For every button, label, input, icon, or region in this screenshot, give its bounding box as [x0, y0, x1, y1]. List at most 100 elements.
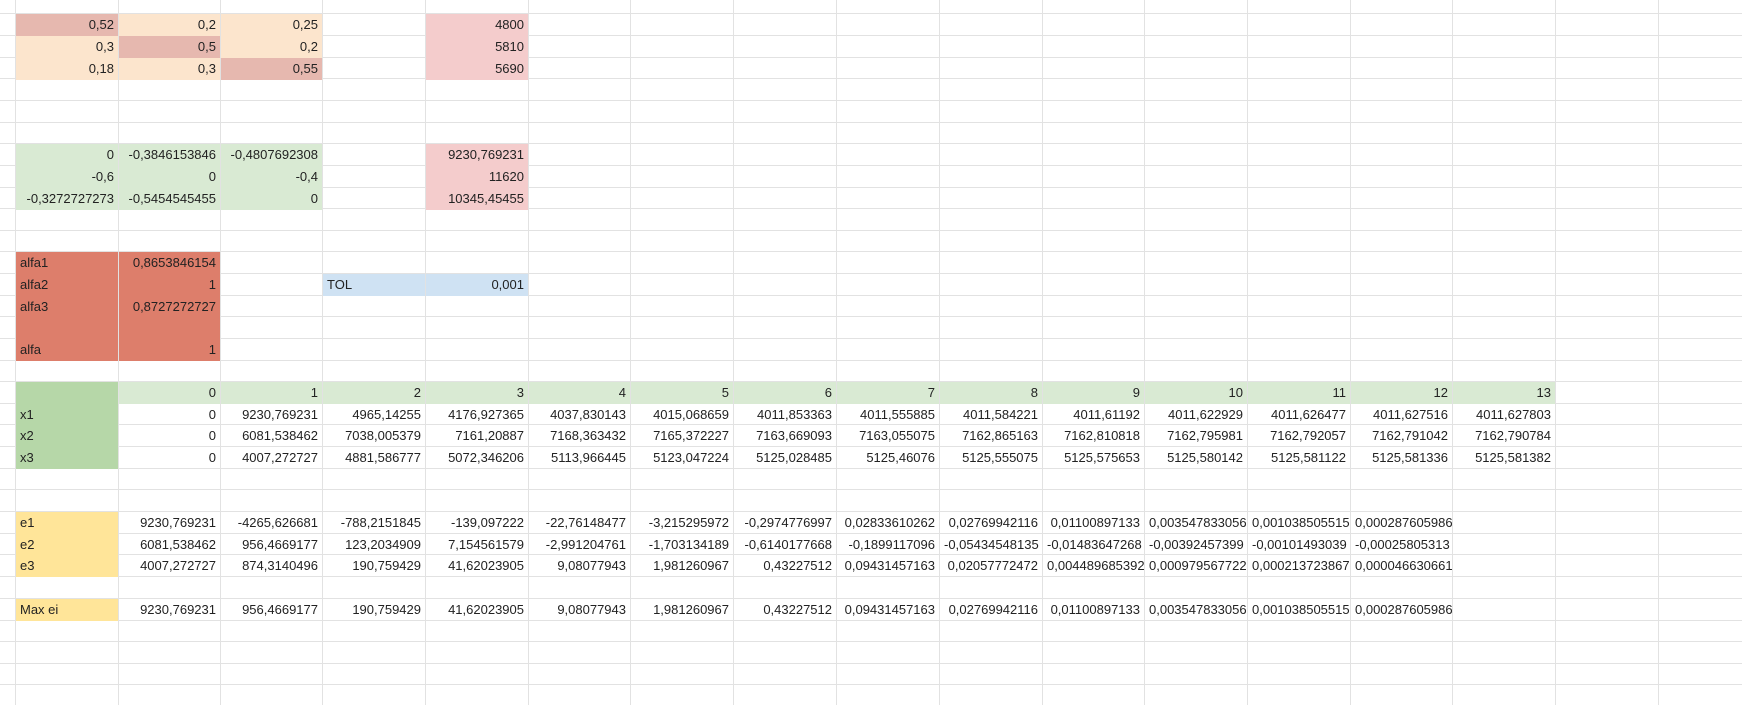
sheet-cell[interactable]: [16, 317, 118, 339]
sheet-cell[interactable]: 0,8653846154: [119, 252, 220, 274]
sheet-cell[interactable]: 9230,769231: [140, 602, 216, 617]
sheet-cell[interactable]: alfa: [16, 339, 118, 361]
sheet-cell[interactable]: 4800: [426, 14, 528, 36]
sheet-cell[interactable]: 10: [1145, 382, 1247, 404]
sheet-cell[interactable]: 4011,626477: [1271, 407, 1346, 422]
sheet-cell[interactable]: 0: [119, 166, 220, 188]
sheet-cell[interactable]: 874,3140496: [242, 558, 318, 573]
sheet-cell[interactable]: -0,4807692308: [221, 144, 322, 166]
sheet-cell[interactable]: 7163,669093: [756, 428, 832, 443]
sheet-cell[interactable]: 4011,61192: [1073, 407, 1140, 422]
sheet-cell[interactable]: [119, 317, 220, 339]
sheet-cell[interactable]: 0,003547833056: [1149, 515, 1247, 530]
sheet-cell[interactable]: 13: [1453, 382, 1555, 404]
sheet-cell[interactable]: 9230,769231: [242, 407, 318, 422]
sheet-cell[interactable]: 5072,346206: [448, 450, 524, 465]
sheet-cell[interactable]: 0,43227512: [763, 558, 832, 573]
sheet-cell[interactable]: 1: [119, 339, 220, 361]
sheet-cell[interactable]: -0,00101493039: [1252, 537, 1347, 552]
sheet-cell[interactable]: 10345,45455: [426, 188, 528, 210]
sheet-cell[interactable]: 0,01100897133: [1050, 515, 1140, 530]
sheet-cell[interactable]: -0,4: [221, 166, 322, 188]
sheet-cell[interactable]: 1: [221, 382, 322, 404]
sheet-cell[interactable]: -0,01483647268: [1047, 537, 1142, 552]
sheet-cell[interactable]: TOL: [323, 274, 425, 296]
sheet-cell[interactable]: 6081,538462: [242, 428, 318, 443]
sheet-cell[interactable]: 190,759429: [352, 558, 421, 573]
sheet-cell[interactable]: 7162,795981: [1167, 428, 1243, 443]
sheet-cell[interactable]: 0,25: [221, 14, 322, 36]
sheet-cell[interactable]: 7162,790784: [1475, 428, 1551, 443]
sheet-cell[interactable]: 0,000979567722: [1149, 558, 1247, 573]
sheet-cell[interactable]: -0,2974776997: [744, 515, 832, 530]
sheet-cell[interactable]: 4965,14255: [352, 407, 421, 422]
sheet-cell[interactable]: 0,5: [119, 36, 220, 58]
sheet-cell[interactable]: 9: [1043, 382, 1144, 404]
sheet-cell[interactable]: e3: [16, 555, 118, 577]
sheet-cell[interactable]: x1: [16, 404, 118, 426]
sheet-cell[interactable]: [16, 382, 118, 404]
sheet-cell[interactable]: 0: [221, 188, 322, 210]
sheet-cell[interactable]: 7168,363432: [550, 428, 626, 443]
sheet-cell[interactable]: 7165,372227: [653, 428, 729, 443]
sheet-cell[interactable]: -0,05434548135: [944, 537, 1039, 552]
sheet-cell[interactable]: 4011,622929: [1168, 407, 1243, 422]
sheet-cell[interactable]: 9230,769231: [140, 515, 216, 530]
sheet-cell[interactable]: 5125,028485: [756, 450, 832, 465]
sheet-cell[interactable]: 5125,575653: [1064, 450, 1140, 465]
sheet-cell[interactable]: alfa3: [16, 296, 118, 318]
sheet-cell[interactable]: 6081,538462: [140, 537, 216, 552]
sheet-cell[interactable]: 123,2034909: [345, 537, 421, 552]
sheet-cell[interactable]: 5125,580142: [1167, 450, 1243, 465]
sheet-cell[interactable]: 0,02057772472: [947, 558, 1038, 573]
sheet-cell[interactable]: -1,703134189: [648, 537, 729, 552]
sheet-cell[interactable]: 5690: [426, 58, 528, 80]
sheet-cell[interactable]: 0,3: [119, 58, 220, 80]
sheet-cell[interactable]: -4265,626681: [237, 515, 318, 530]
sheet-cell[interactable]: x2: [16, 425, 118, 447]
sheet-cell[interactable]: 4011,853363: [757, 407, 832, 422]
sheet-cell[interactable]: 9,08077943: [557, 558, 626, 573]
sheet-cell[interactable]: 190,759429: [352, 602, 421, 617]
sheet-cell[interactable]: -3,215295972: [648, 515, 729, 530]
sheet-cell[interactable]: 0,2: [221, 36, 322, 58]
sheet-cell[interactable]: 0,09431457163: [844, 602, 935, 617]
sheet-cell[interactable]: 5125,46076: [866, 450, 935, 465]
sheet-cell[interactable]: 4011,627516: [1373, 407, 1448, 422]
sheet-cell[interactable]: 0: [208, 428, 216, 443]
sheet-cell[interactable]: 5125,581336: [1372, 450, 1448, 465]
sheet-cell[interactable]: 956,4669177: [242, 537, 318, 552]
sheet-cell[interactable]: 3: [426, 382, 528, 404]
sheet-cell[interactable]: 1,981260967: [653, 558, 729, 573]
sheet-cell[interactable]: 0,02769942116: [948, 602, 1038, 617]
sheet-cell[interactable]: -0,6: [16, 166, 118, 188]
sheet-cell[interactable]: alfa1: [16, 252, 118, 274]
sheet-cell[interactable]: 4011,555885: [860, 407, 935, 422]
sheet-cell[interactable]: 0,000287605986: [1355, 602, 1452, 617]
sheet-cell[interactable]: 0,001038505515: [1252, 515, 1350, 530]
sheet-cell[interactable]: x3: [16, 447, 118, 469]
sheet-cell[interactable]: e2: [16, 534, 118, 556]
sheet-cell[interactable]: -0,5454545455: [119, 188, 220, 210]
sheet-cell[interactable]: 4881,586777: [345, 450, 421, 465]
sheet-cell[interactable]: 0,43227512: [763, 602, 832, 617]
sheet-cell[interactable]: 0,8727272727: [119, 296, 220, 318]
sheet-cell[interactable]: 11: [1248, 382, 1350, 404]
sheet-cell[interactable]: 6: [734, 382, 836, 404]
sheet-cell[interactable]: 5: [631, 382, 733, 404]
sheet-cell[interactable]: -0,00025805313: [1355, 537, 1450, 552]
sheet-cell[interactable]: 7038,005379: [345, 428, 421, 443]
sheet-cell[interactable]: -0,1899117096: [848, 537, 935, 552]
sheet-cell[interactable]: -0,3272727273: [16, 188, 118, 210]
sheet-cell[interactable]: 4176,927365: [448, 407, 524, 422]
sheet-cell[interactable]: 41,62023905: [448, 602, 524, 617]
sheet-cell[interactable]: 0,18: [16, 58, 118, 80]
sheet-cell[interactable]: 5810: [426, 36, 528, 58]
sheet-cell[interactable]: 5125,581382: [1475, 450, 1551, 465]
sheet-cell[interactable]: 41,62023905: [448, 558, 524, 573]
sheet-cell[interactable]: 0: [119, 382, 220, 404]
sheet-cell[interactable]: 0,001038505515: [1252, 602, 1350, 617]
sheet-cell[interactable]: -0,3846153846: [119, 144, 220, 166]
sheet-cell[interactable]: 0: [208, 450, 216, 465]
sheet-cell[interactable]: 11620: [426, 166, 528, 188]
